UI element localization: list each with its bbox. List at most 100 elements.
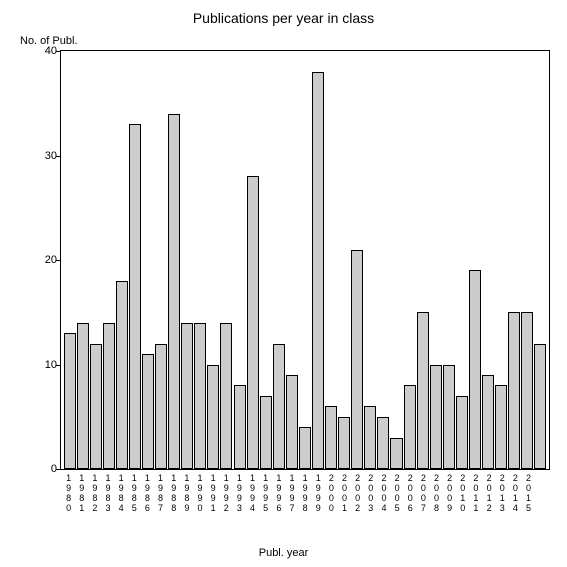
bar: [286, 375, 298, 469]
bar: [482, 375, 494, 469]
bar: [220, 323, 232, 469]
bar: [430, 365, 442, 470]
x-tick-label: 1982: [88, 471, 101, 513]
bar: [404, 385, 416, 469]
bar: [142, 354, 154, 469]
bar-slot: [89, 51, 102, 469]
x-tick-label: 2006: [404, 471, 417, 513]
chart-container: Publications per year in class No. of Pu…: [0, 0, 567, 567]
x-tick-label: 1992: [220, 471, 233, 513]
bar-slot: [285, 51, 298, 469]
bar-slot: [246, 51, 259, 469]
bar: [351, 250, 363, 469]
bar-slot: [338, 51, 351, 469]
x-tick-label: 1985: [128, 471, 141, 513]
x-tick-label: 2009: [443, 471, 456, 513]
bar: [181, 323, 193, 469]
bar-slot: [63, 51, 76, 469]
bar-slot: [429, 51, 442, 469]
x-tick-label: 2010: [456, 471, 469, 513]
bar: [508, 312, 520, 469]
bar-slot: [468, 51, 481, 469]
x-tick-label: 1989: [180, 471, 193, 513]
x-axis-label: Publ. year: [0, 547, 567, 559]
bar: [443, 365, 455, 470]
bar-slot: [521, 51, 534, 469]
bar: [377, 417, 389, 469]
bar-slot: [298, 51, 311, 469]
x-tick-label: 2013: [496, 471, 509, 513]
bar-slot: [482, 51, 495, 469]
bar: [338, 417, 350, 469]
bar: [417, 312, 429, 469]
bar: [194, 323, 206, 469]
x-tick-label: 2014: [509, 471, 522, 513]
y-tick-mark: [56, 469, 61, 470]
bar: [456, 396, 468, 469]
y-tick-mark: [56, 260, 61, 261]
bar-slot: [207, 51, 220, 469]
bar-slot: [416, 51, 429, 469]
chart-title: Publications per year in class: [0, 10, 567, 26]
x-tick-label: 1999: [312, 471, 325, 513]
x-tick-label: 2004: [377, 471, 390, 513]
bar: [312, 72, 324, 469]
bar: [247, 176, 259, 469]
bars-group: [61, 51, 549, 469]
x-tick-label: 1983: [101, 471, 114, 513]
x-tick-label: 2001: [338, 471, 351, 513]
bar-slot: [495, 51, 508, 469]
bar-slot: [141, 51, 154, 469]
bar-slot: [534, 51, 547, 469]
bar: [299, 427, 311, 469]
bar: [521, 312, 533, 469]
y-tick-mark: [56, 156, 61, 157]
x-tick-label: 2008: [430, 471, 443, 513]
x-tick-label: 1990: [193, 471, 206, 513]
bar: [390, 438, 402, 469]
bar-slot: [181, 51, 194, 469]
x-tick-label: 2007: [417, 471, 430, 513]
x-tick-label: 1984: [115, 471, 128, 513]
bar-slot: [128, 51, 141, 469]
bar-slot: [115, 51, 128, 469]
bar: [364, 406, 376, 469]
x-tick-label: 2000: [325, 471, 338, 513]
bar-slot: [508, 51, 521, 469]
bar: [77, 323, 89, 469]
x-tick-label: 1996: [272, 471, 285, 513]
bar-slot: [403, 51, 416, 469]
bar-slot: [377, 51, 390, 469]
x-ticks: 1980198119821983198419851986198719881989…: [60, 471, 550, 513]
bar: [325, 406, 337, 469]
bar-slot: [194, 51, 207, 469]
x-tick-label: 1986: [141, 471, 154, 513]
x-tick-label: 1998: [299, 471, 312, 513]
x-tick-label: 2015: [522, 471, 535, 513]
x-tick-label: 1993: [233, 471, 246, 513]
bar-slot: [390, 51, 403, 469]
x-tick-label: 1988: [167, 471, 180, 513]
plot-area: 010203040: [60, 50, 550, 470]
x-tick-label: 2011: [469, 471, 482, 513]
bar-slot: [325, 51, 338, 469]
bar: [469, 270, 481, 469]
bar-slot: [220, 51, 233, 469]
bar-slot: [233, 51, 246, 469]
bar: [155, 344, 167, 469]
bar-slot: [442, 51, 455, 469]
bar-slot: [351, 51, 364, 469]
x-tick-label: 2003: [364, 471, 377, 513]
x-tick-label: 2002: [351, 471, 364, 513]
bar: [116, 281, 128, 469]
x-tick-label: 1980: [62, 471, 75, 513]
x-tick-label: 2012: [483, 471, 496, 513]
y-tick-mark: [56, 51, 61, 52]
bar: [129, 124, 141, 469]
x-tick-label: 2005: [391, 471, 404, 513]
bar: [90, 344, 102, 469]
bar-slot: [364, 51, 377, 469]
x-tick-label: 1981: [75, 471, 88, 513]
bar: [168, 114, 180, 469]
y-tick-mark: [56, 365, 61, 366]
